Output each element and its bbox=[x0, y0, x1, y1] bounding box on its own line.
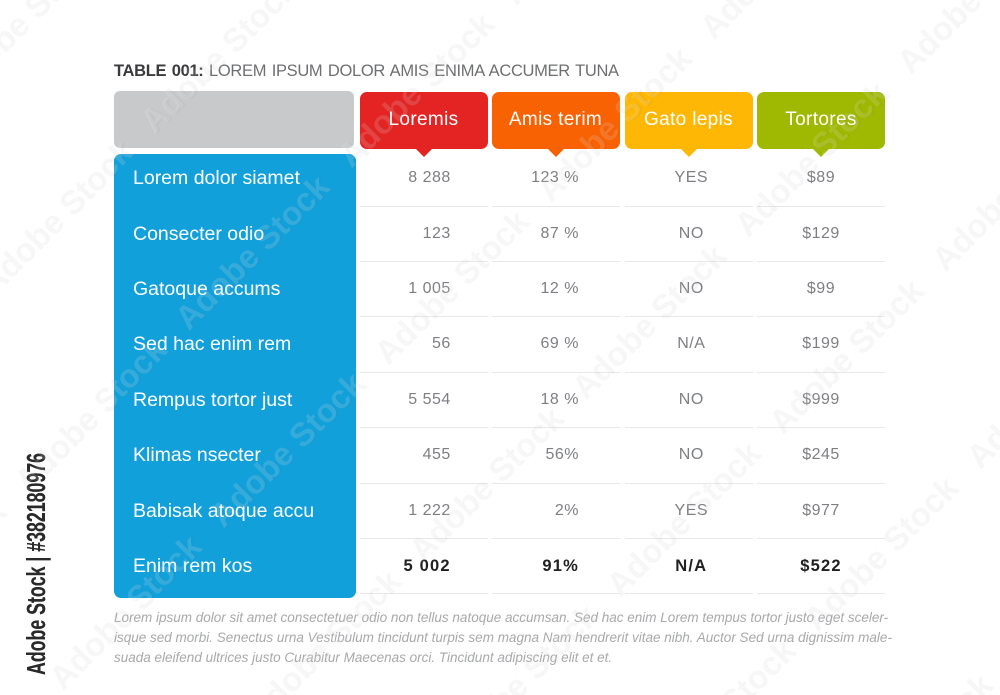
svg-text:Adobe Stock: Adobe Stock bbox=[493, 0, 662, 11]
svg-text:Adobe Stock: Adobe Stock bbox=[922, 109, 1000, 278]
svg-text:Adobe Stock: Adobe Stock bbox=[957, 306, 1000, 475]
svg-text:Adobe Stock: Adobe Stock bbox=[991, 503, 1000, 672]
svg-text:Adobe Stock: Adobe Stock bbox=[888, 0, 1000, 81]
svg-text:Adobe Stock: Adobe Stock bbox=[890, 0, 1000, 81]
svg-text:Adobe Stock | #382180976: Adobe Stock | #382180976 bbox=[21, 453, 51, 675]
svg-text:Adobe Stock: Adobe Stock bbox=[831, 666, 1000, 695]
svg-text:Adobe Stock: Adobe Stock bbox=[994, 503, 1000, 672]
svg-text:Adobe Stock: Adobe Stock bbox=[400, 399, 569, 568]
svg-text:Adobe Stock | #382180976: Adobe Stock | #382180976 bbox=[21, 453, 51, 675]
svg-text:Adobe Stock: Adobe Stock bbox=[495, 0, 664, 11]
svg-text:Adobe Stock: Adobe Stock bbox=[924, 109, 1000, 278]
svg-text:Adobe Stock: Adobe Stock bbox=[402, 399, 571, 568]
svg-text:Adobe Stock: Adobe Stock bbox=[829, 666, 998, 695]
svg-text:Adobe Stock: Adobe Stock bbox=[692, 0, 861, 46]
svg-text:Adobe Stock: Adobe Stock bbox=[690, 0, 859, 46]
svg-text:Adobe Stock: Adobe Stock bbox=[959, 306, 1000, 475]
